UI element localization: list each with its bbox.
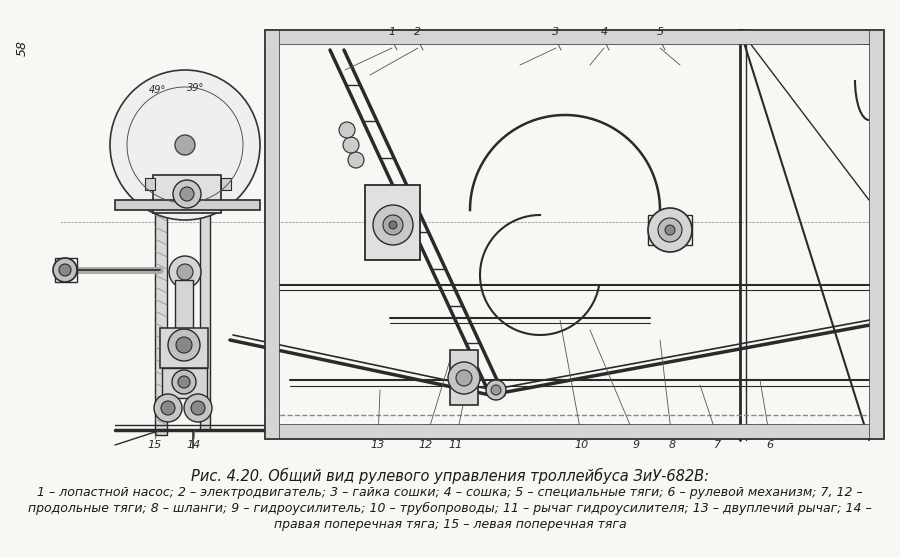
Bar bbox=[175, 280, 193, 335]
Circle shape bbox=[456, 370, 472, 386]
Text: правая поперечная тяга; 15 – левая поперечная тяга: правая поперечная тяга; 15 – левая попер… bbox=[274, 518, 626, 531]
Bar bbox=[145, 178, 155, 190]
Circle shape bbox=[168, 329, 200, 361]
Circle shape bbox=[175, 135, 195, 155]
Text: 9: 9 bbox=[633, 440, 640, 450]
Bar bbox=[265, 30, 883, 44]
Bar bbox=[221, 178, 231, 190]
Text: 1 – лопастной насос; 2 – электродвигатель; 3 – гайка сошки; 4 – сошка; 5 – специ: 1 – лопастной насос; 2 – электродвигател… bbox=[37, 486, 863, 499]
Text: 8: 8 bbox=[669, 440, 676, 450]
Circle shape bbox=[448, 362, 480, 394]
Text: 7: 7 bbox=[715, 440, 722, 450]
Text: 11: 11 bbox=[449, 440, 464, 450]
Bar bbox=[160, 328, 208, 368]
Circle shape bbox=[648, 208, 692, 252]
Text: 12: 12 bbox=[418, 440, 433, 450]
Text: 15: 15 bbox=[148, 440, 162, 450]
Circle shape bbox=[110, 70, 260, 220]
Text: 1: 1 bbox=[389, 27, 396, 37]
Circle shape bbox=[53, 258, 77, 282]
Circle shape bbox=[389, 221, 397, 229]
Bar bbox=[450, 350, 478, 405]
Bar bbox=[365, 185, 420, 260]
Bar bbox=[265, 424, 883, 438]
Text: 14: 14 bbox=[187, 440, 201, 450]
Circle shape bbox=[172, 370, 196, 394]
Circle shape bbox=[191, 401, 205, 415]
Circle shape bbox=[348, 152, 364, 168]
Bar bbox=[153, 175, 221, 213]
Circle shape bbox=[665, 225, 675, 235]
Circle shape bbox=[339, 122, 355, 138]
Bar bbox=[155, 200, 167, 435]
Circle shape bbox=[59, 264, 71, 276]
Text: Рис. 4.20. Общий вид рулевого управления троллейбуса ЗиУ-682В:: Рис. 4.20. Общий вид рулевого управления… bbox=[191, 468, 709, 484]
Circle shape bbox=[373, 205, 413, 245]
Text: 10: 10 bbox=[575, 440, 590, 450]
Text: 13: 13 bbox=[371, 440, 385, 450]
Text: 6: 6 bbox=[767, 440, 774, 450]
Text: 2: 2 bbox=[414, 27, 421, 37]
Bar bbox=[115, 200, 260, 210]
Circle shape bbox=[658, 218, 682, 242]
Bar bbox=[55, 258, 77, 282]
Circle shape bbox=[184, 394, 212, 422]
Circle shape bbox=[383, 215, 403, 235]
Circle shape bbox=[486, 380, 506, 400]
Bar bbox=[200, 210, 210, 430]
Circle shape bbox=[177, 264, 193, 280]
Circle shape bbox=[178, 376, 190, 388]
Bar bbox=[869, 30, 883, 438]
Circle shape bbox=[161, 401, 175, 415]
Bar bbox=[162, 368, 207, 398]
Circle shape bbox=[176, 337, 192, 353]
Circle shape bbox=[180, 187, 194, 201]
Circle shape bbox=[491, 385, 501, 395]
Text: 5: 5 bbox=[656, 27, 663, 37]
Bar bbox=[265, 30, 279, 438]
Bar bbox=[265, 30, 883, 438]
Text: продольные тяги; 8 – шланги; 9 – гидроусилитель; 10 – трубопроводы; 11 – рычаг г: продольные тяги; 8 – шланги; 9 – гидроус… bbox=[28, 502, 872, 515]
Circle shape bbox=[343, 137, 359, 153]
Text: 39°: 39° bbox=[187, 83, 204, 93]
Circle shape bbox=[154, 394, 182, 422]
Circle shape bbox=[169, 256, 201, 288]
Text: 4: 4 bbox=[600, 27, 608, 37]
Text: 3: 3 bbox=[553, 27, 560, 37]
Text: 58: 58 bbox=[15, 40, 29, 56]
Circle shape bbox=[173, 180, 201, 208]
Bar bbox=[648, 215, 692, 245]
Text: 49°: 49° bbox=[149, 85, 166, 95]
